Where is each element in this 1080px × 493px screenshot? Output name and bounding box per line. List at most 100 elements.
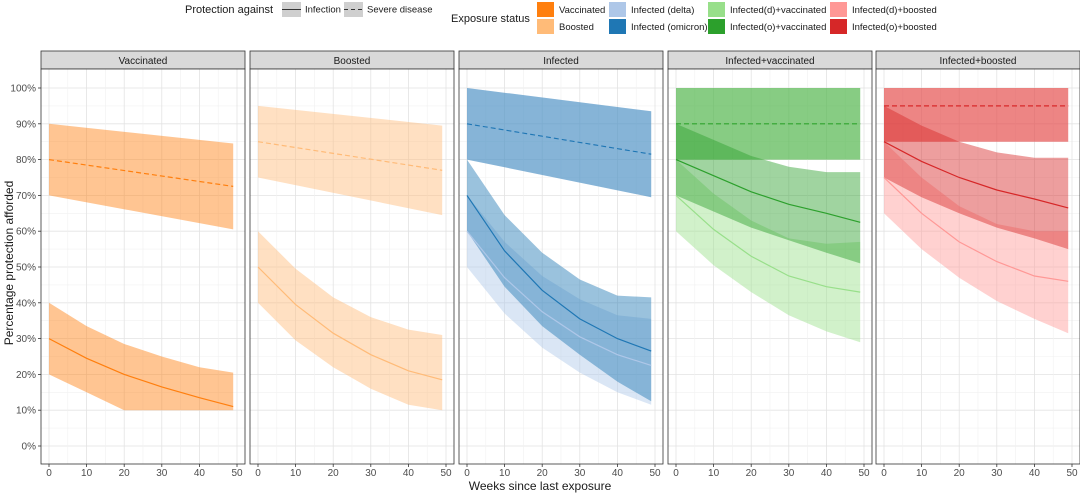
x-tick-label: 20 — [746, 468, 758, 479]
gridlines — [876, 69, 1080, 464]
line-infected-d-boosted-infection — [883, 177, 1069, 282]
legend-label-infected-d-boosted: Infected(d)+boosted — [852, 5, 937, 16]
ribbon-infected-delta-severe-disease — [467, 88, 652, 198]
legend-entry-boosted: Boosted — [537, 19, 594, 34]
x-tick-label: 0 — [881, 468, 887, 479]
x-tick-label: 20 — [119, 468, 131, 479]
x-tick-label: 50 — [440, 468, 452, 479]
x-tick-label: 20 — [328, 468, 340, 479]
y-tick-label: 90% — [16, 119, 36, 130]
y-tick-label: 100% — [10, 84, 36, 95]
x-tick-label: 30 — [991, 468, 1003, 479]
panel-title: Infected+vaccinated — [725, 56, 814, 67]
legend-swatch-boosted — [537, 19, 554, 34]
gridlines — [250, 69, 454, 464]
ribbon-infected-o-boosted-severe-disease — [884, 88, 1069, 142]
x-tick-label: 50 — [1066, 468, 1078, 479]
line-vaccinated-severe-disease — [48, 159, 234, 187]
ribbon-vaccinated-severe-disease — [49, 123, 234, 230]
ribbon-infected-d-boosted-infection — [884, 141, 1069, 334]
y-tick-label: 40% — [16, 298, 36, 309]
x-tick-label: 10 — [499, 468, 511, 479]
line-infected-omicron-severe-disease — [466, 123, 652, 155]
legend-entry-infected-o-boosted: Infected(o)+boosted — [830, 19, 937, 34]
x-tick-label: 30 — [156, 468, 168, 479]
ribbon-vaccinated-infection — [49, 302, 234, 411]
x-tick-label: 50 — [858, 468, 870, 479]
x-tick-label: 50 — [231, 468, 243, 479]
x-tick-label: 0 — [255, 468, 261, 479]
legend-label-infected-omicron: Infected (omicron) — [631, 22, 708, 33]
legend-entry-infected-omicron: Infected (omicron) — [609, 19, 708, 34]
panel-border — [40, 68, 246, 465]
x-tick-label: 10 — [708, 468, 720, 479]
legend-swatch-infected-o-boosted — [830, 19, 847, 34]
ribbon-infected-omicron-infection — [467, 159, 652, 402]
gridlines — [459, 69, 663, 464]
legend-protection: Protection against Infection Severe dise… — [185, 2, 432, 17]
panel-infected-boosted: Infected+boosted 0 10 20 30 40 50 — [875, 50, 1080, 479]
legend-label-boosted: Boosted — [559, 22, 594, 33]
x-tick-label: 0 — [673, 468, 679, 479]
legend-entry-infection: Infection — [282, 2, 341, 17]
panel-title: Vaccinated — [119, 56, 168, 67]
panel-title: Boosted — [334, 56, 371, 67]
panel-border — [667, 68, 873, 465]
x-tick-label: 10 — [290, 468, 302, 479]
x-tick-label: 0 — [46, 468, 52, 479]
x-tick-label: 10 — [81, 468, 93, 479]
x-tick-label: 40 — [612, 468, 624, 479]
y-tick-label: 0% — [22, 442, 37, 453]
legend-entry-vaccinated: Vaccinated — [537, 2, 605, 17]
legend-entry-infected-d-boosted: Infected(d)+boosted — [830, 2, 937, 17]
y-tick-label: 30% — [16, 334, 36, 345]
panel-infected: Infected 0 10 20 30 40 50 — [458, 50, 664, 479]
legend-label-infected-d-vaccinated: Infected(d)+vaccinated — [730, 5, 826, 16]
x-tick-label: 30 — [783, 468, 795, 479]
legend-entry-infected-o-vaccinated: Infected(o)+vaccinated — [708, 19, 826, 34]
x-tick-label: 40 — [821, 468, 833, 479]
legend-exposure: Exposure status Vaccinated Boosted Infecte… — [451, 2, 937, 34]
y-tick-label: 60% — [16, 227, 36, 238]
panel-border — [249, 68, 455, 465]
x-tick-label: 20 — [954, 468, 966, 479]
legend-label-infection: Infection — [305, 5, 341, 16]
line-boosted-infection — [257, 266, 443, 381]
y-tick-label: 50% — [16, 263, 36, 274]
legend-swatch-infected-o-vaccinated — [708, 19, 725, 34]
ribbon-infected-d-vaccinated-infection — [676, 159, 861, 343]
x-tick-label: 40 — [1029, 468, 1041, 479]
panel-vaccinated: Vaccinated 0 10 20 30 40 50 0% 10% 20% 30% 40% 50% 60… — [10, 50, 246, 479]
y-tick-label: 70% — [16, 191, 36, 202]
ribbon-infected-d-boosted-severe-disease — [884, 88, 1069, 142]
x-axis-title: Weeks since last exposure — [469, 479, 612, 493]
line-infected-d-vaccinated-infection — [675, 194, 861, 293]
x-tick-label: 0 — [464, 468, 470, 479]
panel-boosted: Boosted 0 10 20 30 40 50 — [249, 50, 455, 479]
x-tick-label: 30 — [574, 468, 586, 479]
legend-label-severe-disease: Severe disease — [367, 5, 432, 16]
legend-swatch-infected-delta — [609, 2, 626, 17]
legend-label-infected-o-boosted: Infected(o)+boosted — [852, 22, 937, 33]
y-tick-label: 10% — [16, 406, 36, 417]
ribbon-infected-omicron-severe-disease — [467, 88, 652, 198]
y-tick-label: 20% — [16, 370, 36, 381]
legend-entry-infected-delta: Infected (delta) — [609, 2, 694, 17]
x-tick-label: 10 — [916, 468, 928, 479]
legend-entry-infected-d-vaccinated: Infected(d)+vaccinated — [708, 2, 826, 17]
x-tick-label: 30 — [365, 468, 377, 479]
legend-entry-severe-disease: Severe disease — [344, 2, 432, 17]
gridlines — [41, 69, 245, 464]
legend-protection-title: Protection against — [185, 4, 273, 16]
legend-swatch-infected-omicron — [609, 19, 626, 34]
ribbon-infected-o-boosted-infection — [884, 105, 1069, 250]
ribbon-infected-delta-infection — [467, 195, 652, 405]
panel-border — [458, 68, 664, 465]
x-tick-label: 20 — [537, 468, 549, 479]
line-boosted-severe-disease — [257, 141, 443, 171]
x-tick-label: 40 — [194, 468, 206, 479]
panel-title: Infected — [543, 56, 579, 67]
ribbon-infected-o-vaccinated-infection — [676, 123, 861, 264]
panel-infected-vaccinated: Infected+vaccinated 0 10 20 30 40 50 — [667, 50, 873, 479]
